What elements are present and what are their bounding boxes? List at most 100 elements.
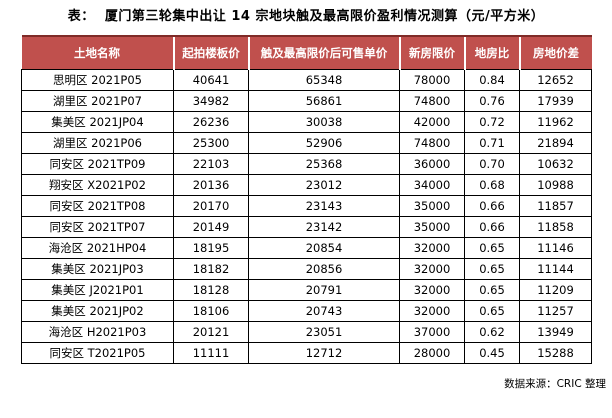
- value-cell: 0.70: [464, 152, 520, 175]
- value-cell: 11111: [173, 341, 249, 364]
- land-name-cell: 同安区 2021TP08: [21, 194, 174, 217]
- column-header: 新房限价: [398, 35, 465, 70]
- table-header: 土地名称 起拍楼板价 触及最高限价后可售单价 新房限价 地房比 房地价差: [21, 35, 592, 70]
- table-row: 思明区 2021P05 40641 65348 78000 0.84 12652: [21, 68, 592, 91]
- value-cell: 36000: [399, 152, 465, 175]
- value-cell: 34000: [399, 173, 465, 196]
- value-cell: 0.66: [464, 194, 520, 217]
- column-header: 触及最高限价后可售单价: [247, 35, 400, 70]
- value-cell: 23012: [248, 173, 400, 196]
- value-cell: 32000: [399, 299, 465, 322]
- table-row: 翔安区 X2021P02 20136 23012 34000 0.68 10988: [21, 173, 592, 196]
- value-cell: 11857: [519, 194, 592, 217]
- land-name-cell: 集美区 2021JP02: [21, 299, 174, 322]
- column-header: 起拍楼板价: [172, 35, 249, 70]
- value-cell: 20121: [173, 320, 249, 343]
- land-name-cell: 同安区 T2021P05: [21, 341, 174, 364]
- value-cell: 23142: [248, 215, 400, 238]
- land-table: 土地名称 起拍楼板价 触及最高限价后可售单价 新房限价 地房比 房地价差 思明区 2021…: [21, 35, 592, 364]
- value-cell: 15288: [519, 341, 592, 364]
- value-cell: 56861: [248, 89, 400, 112]
- value-cell: 28000: [399, 341, 465, 364]
- table-row: 同安区 2021TP08 20170 23143 35000 0.66 11857: [21, 194, 592, 217]
- value-cell: 21894: [519, 131, 592, 154]
- value-cell: 20854: [248, 236, 400, 259]
- value-cell: 11144: [519, 257, 592, 280]
- value-cell: 0.65: [464, 299, 520, 322]
- value-cell: 32000: [399, 278, 465, 301]
- value-cell: 0.72: [464, 110, 520, 133]
- land-name-cell: 海沧区 2021HP04: [21, 236, 174, 259]
- table-row: 集美区 2021JP03 18182 20856 32000 0.65 11144: [21, 257, 592, 280]
- land-name-cell: 同安区 2021TP09: [21, 152, 174, 175]
- header-row: 土地名称 起拍楼板价 触及最高限价后可售单价 新房限价 地房比 房地价差: [21, 35, 592, 70]
- value-cell: 30038: [248, 110, 400, 133]
- table-row: 湖里区 2021P06 25300 52906 74800 0.71 21894: [21, 131, 592, 154]
- value-cell: 11209: [519, 278, 592, 301]
- value-cell: 32000: [399, 236, 465, 259]
- value-cell: 0.76: [464, 89, 520, 112]
- table-row: 湖里区 2021P07 34982 56861 74800 0.76 17939: [21, 89, 592, 112]
- value-cell: 18195: [173, 236, 249, 259]
- column-header: 房地价差: [518, 35, 592, 70]
- table-row: 同安区 T2021P05 11111 12712 28000 0.45 15288: [21, 341, 592, 364]
- value-cell: 22103: [173, 152, 249, 175]
- value-cell: 52906: [248, 131, 400, 154]
- value-cell: 0.65: [464, 257, 520, 280]
- table-title: 表： 厦门第三轮集中出让 14 宗地块触及最高限价盈利情况测算（元/平方米）: [67, 9, 545, 24]
- value-cell: 20136: [173, 173, 249, 196]
- value-cell: 12652: [519, 68, 592, 91]
- value-cell: 0.84: [464, 68, 520, 91]
- value-cell: 13949: [519, 320, 592, 343]
- value-cell: 35000: [399, 194, 465, 217]
- land-name-cell: 海沧区 H2021P03: [21, 320, 174, 343]
- value-cell: 18128: [173, 278, 249, 301]
- value-cell: 12712: [248, 341, 400, 364]
- table-row: 同安区 2021TP07 20149 23142 35000 0.66 11858: [21, 215, 592, 238]
- value-cell: 20149: [173, 215, 249, 238]
- table-body: 思明区 2021P05 40641 65348 78000 0.84 12652 湖里区 2…: [21, 68, 592, 364]
- value-cell: 20791: [248, 278, 400, 301]
- value-cell: 0.65: [464, 278, 520, 301]
- value-cell: 0.68: [464, 173, 520, 196]
- value-cell: 20170: [173, 194, 249, 217]
- value-cell: 23143: [248, 194, 400, 217]
- value-cell: 0.65: [464, 236, 520, 259]
- value-cell: 25368: [248, 152, 400, 175]
- land-name-cell: 集美区 J2021P01: [21, 278, 174, 301]
- value-cell: 42000: [399, 110, 465, 133]
- land-name-cell: 湖里区 2021P07: [21, 89, 174, 112]
- value-cell: 11257: [519, 299, 592, 322]
- table-row: 集美区 2021JP02 18106 20743 32000 0.65 11257: [21, 299, 592, 322]
- value-cell: 25300: [173, 131, 249, 154]
- table-row: 海沧区 H2021P03 20121 23051 37000 0.62 13949: [21, 320, 592, 343]
- value-cell: 32000: [399, 257, 465, 280]
- value-cell: 20856: [248, 257, 400, 280]
- value-cell: 0.45: [464, 341, 520, 364]
- value-cell: 0.71: [464, 131, 520, 154]
- value-cell: 74800: [399, 131, 465, 154]
- table-row: 同安区 2021TP09 22103 25368 36000 0.70 10632: [21, 152, 592, 175]
- value-cell: 0.66: [464, 215, 520, 238]
- data-source-note: 数据来源：CRIC 整理: [504, 377, 606, 390]
- land-name-cell: 集美区 2021JP04: [21, 110, 174, 133]
- land-name-cell: 同安区 2021TP07: [21, 215, 174, 238]
- value-cell: 18182: [173, 257, 249, 280]
- value-cell: 0.62: [464, 320, 520, 343]
- value-cell: 11962: [519, 110, 592, 133]
- table-row: 集美区 2021JP04 26236 30038 42000 0.72 11962: [21, 110, 592, 133]
- value-cell: 65348: [248, 68, 400, 91]
- value-cell: 26236: [173, 110, 249, 133]
- column-header: 土地名称: [21, 35, 174, 70]
- value-cell: 23051: [248, 320, 400, 343]
- column-header: 地房比: [463, 35, 520, 70]
- value-cell: 10988: [519, 173, 592, 196]
- value-cell: 34982: [173, 89, 249, 112]
- land-name-cell: 翔安区 X2021P02: [21, 173, 174, 196]
- table-row: 集美区 J2021P01 18128 20791 32000 0.65 11209: [21, 278, 592, 301]
- value-cell: 10632: [519, 152, 592, 175]
- land-name-cell: 湖里区 2021P06: [21, 131, 174, 154]
- value-cell: 35000: [399, 215, 465, 238]
- value-cell: 37000: [399, 320, 465, 343]
